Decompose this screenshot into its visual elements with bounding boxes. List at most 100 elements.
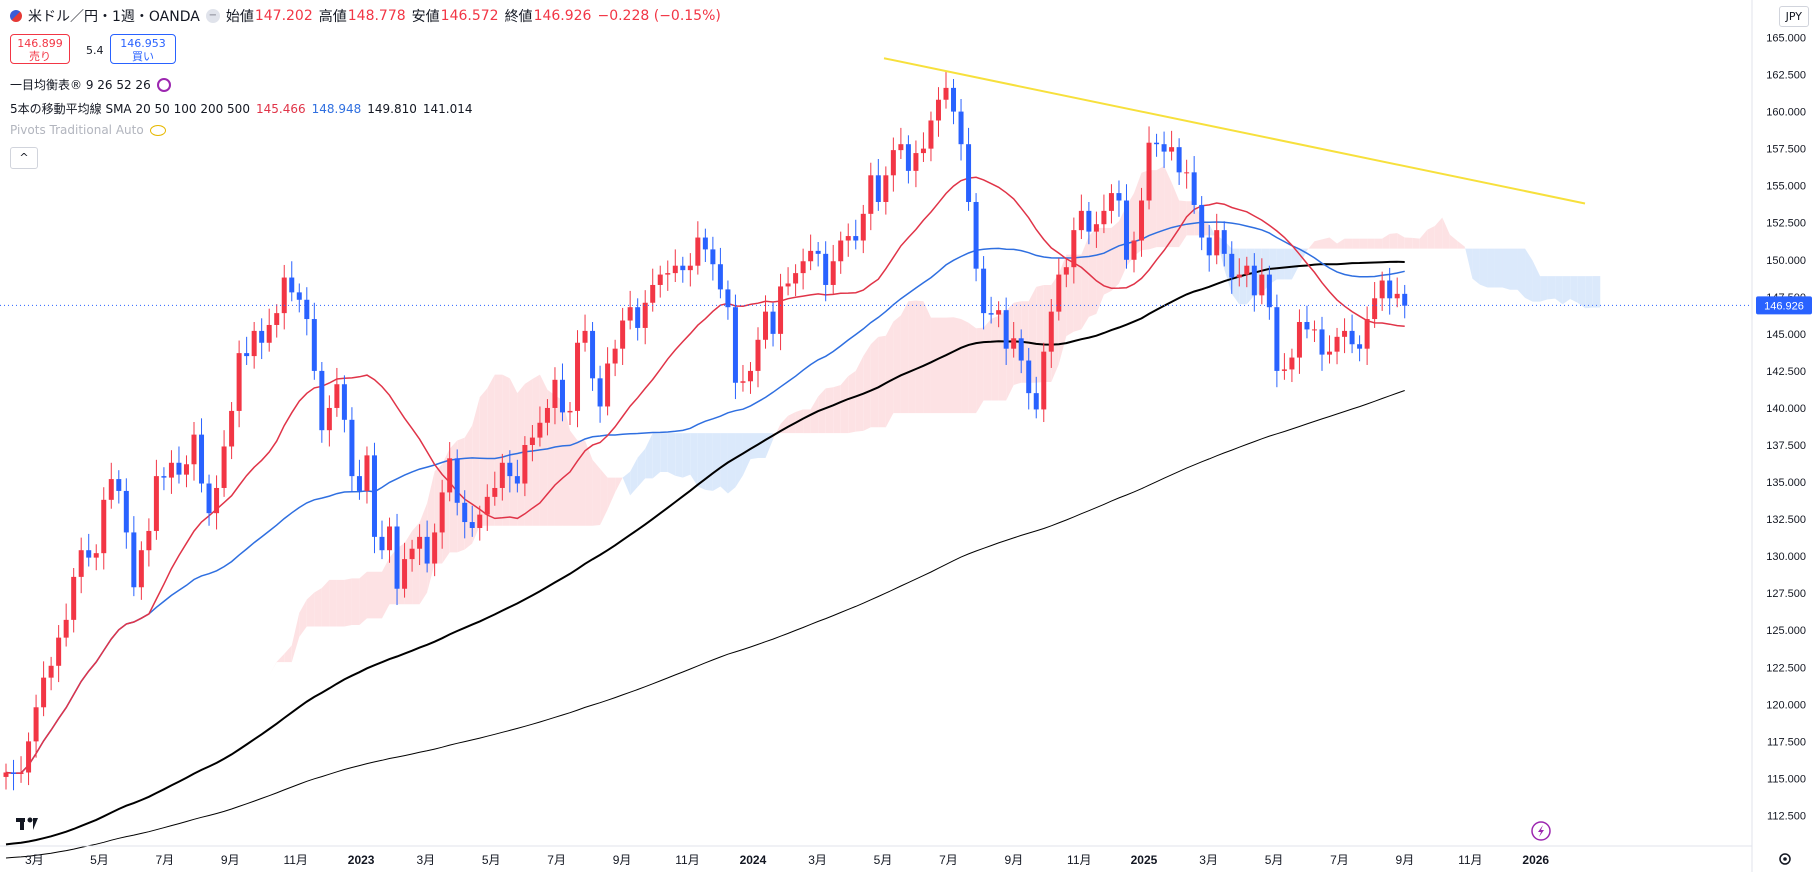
x-tick-label: 5月 (874, 853, 893, 867)
collapse-legend-button[interactable]: ^ (10, 147, 38, 169)
cloud-segment (1306, 241, 1315, 251)
cloud-segment (1013, 301, 1022, 385)
x-tick-label: 9月 (221, 853, 240, 867)
candle-body (785, 283, 791, 287)
candle-body (1266, 274, 1272, 308)
cloud-segment (803, 409, 811, 434)
candle-body (1033, 393, 1039, 410)
candle-body (1048, 311, 1054, 352)
y-tick-label: 155.000 (1766, 181, 1806, 193)
candle-body (311, 319, 317, 371)
tradingview-logo-icon[interactable] (16, 817, 38, 831)
candle-body (168, 462, 174, 478)
cloud-segment (976, 327, 984, 414)
candle-body (1018, 338, 1024, 361)
candle-body (905, 144, 911, 171)
candle-body (868, 175, 874, 214)
candle-body (326, 407, 332, 431)
cloud-segment (269, 661, 277, 676)
cloud-segment (840, 376, 849, 434)
cloud-segment (1028, 286, 1037, 383)
cloud-segment (585, 440, 593, 526)
y-tick-label: 157.500 (1766, 144, 1806, 156)
candle-body (747, 370, 753, 382)
y-tick-label: 135.000 (1766, 477, 1806, 489)
y-tick-label: 127.500 (1766, 588, 1806, 600)
pivots-legend[interactable]: Pivots Traditional Auto (10, 123, 166, 137)
cloud-segment (660, 433, 668, 473)
candle-body (138, 550, 144, 588)
candle-body (1063, 267, 1069, 275)
settings-gear-icon[interactable] (1779, 853, 1791, 865)
cloud-segment (697, 433, 706, 490)
cloud-segment (502, 374, 510, 526)
cloud-segment (1419, 229, 1428, 249)
cloud-segment (652, 433, 661, 479)
x-tick-label: 9月 (1396, 853, 1415, 867)
ichimoku-legend[interactable]: 一目均衡表® 9 26 52 26 (10, 76, 171, 93)
reload-icon[interactable] (156, 77, 171, 92)
candle-body (860, 213, 866, 241)
candle-body (1011, 338, 1017, 349)
buy-label: 買い (132, 50, 154, 63)
candle-body (356, 476, 362, 491)
cloud-segment (299, 599, 307, 637)
hidden-eye-icon[interactable] (149, 124, 166, 136)
cloud-segment (1517, 248, 1526, 298)
flash-icon[interactable] (1531, 821, 1551, 841)
sma-legend[interactable]: 5本の移動平均線 SMA 20 50 100 200 500 145.466 1… (10, 100, 472, 117)
candle-body (1387, 280, 1393, 299)
candle-body (11, 772, 17, 774)
cloud-segment (1291, 248, 1300, 280)
cloud-segment (630, 457, 638, 496)
candle-body (439, 492, 445, 533)
candle-body (770, 311, 776, 334)
candle-body (1296, 322, 1302, 358)
candle-body (1123, 200, 1129, 260)
candle-body (943, 87, 949, 100)
candle-body (544, 407, 550, 423)
cloud-segment (306, 592, 315, 627)
candle-body (951, 87, 957, 112)
candle-body (732, 307, 738, 383)
y-axis: 165.000 162.500 160.000 157.500 155.000 152.5… (1766, 33, 1806, 823)
cloud-segment (893, 315, 901, 414)
candle-body (1184, 172, 1190, 174)
more-options-icon[interactable]: − (205, 9, 220, 23)
candle-body (1154, 142, 1160, 145)
candle-body (1281, 369, 1287, 371)
y-tick-label: 145.000 (1766, 329, 1806, 341)
candle-body (958, 111, 964, 145)
candle-body (462, 502, 468, 523)
cloud-segment (1329, 237, 1338, 249)
cloud-segment (908, 300, 916, 414)
trendline (883, 57, 1586, 205)
buy-button[interactable]: 146.953 買い (110, 34, 176, 64)
candle-body (642, 302, 648, 328)
x-tick-label: 2024 (740, 853, 767, 867)
candle-body (1176, 147, 1182, 173)
candle-body (26, 741, 32, 773)
candle-body (394, 526, 400, 589)
candle-body (1259, 274, 1265, 296)
y-tick-label: 140.000 (1766, 403, 1806, 415)
sell-button[interactable]: 146.899 売り (10, 34, 70, 64)
candle-body (1206, 237, 1212, 256)
candle-body (1003, 310, 1009, 349)
cloud-segment (622, 471, 631, 496)
symbol-title[interactable]: 米ドル／円・1週・OANDA (28, 9, 200, 25)
cloud-segment (667, 433, 676, 476)
sma50-line (5, 221, 1405, 774)
cloud-segment (374, 571, 382, 619)
cloud-segment (1457, 240, 1465, 249)
candle-body (116, 479, 122, 491)
cloud-segment (1073, 254, 1082, 332)
cloud-segment (321, 579, 330, 627)
cloud-segment (1427, 226, 1435, 249)
candle-body (1244, 265, 1250, 275)
candle-body (334, 384, 340, 408)
currency-label[interactable]: JPY (1778, 6, 1809, 27)
candle-body (296, 292, 302, 300)
sma20-value: 145.466 (255, 101, 306, 116)
